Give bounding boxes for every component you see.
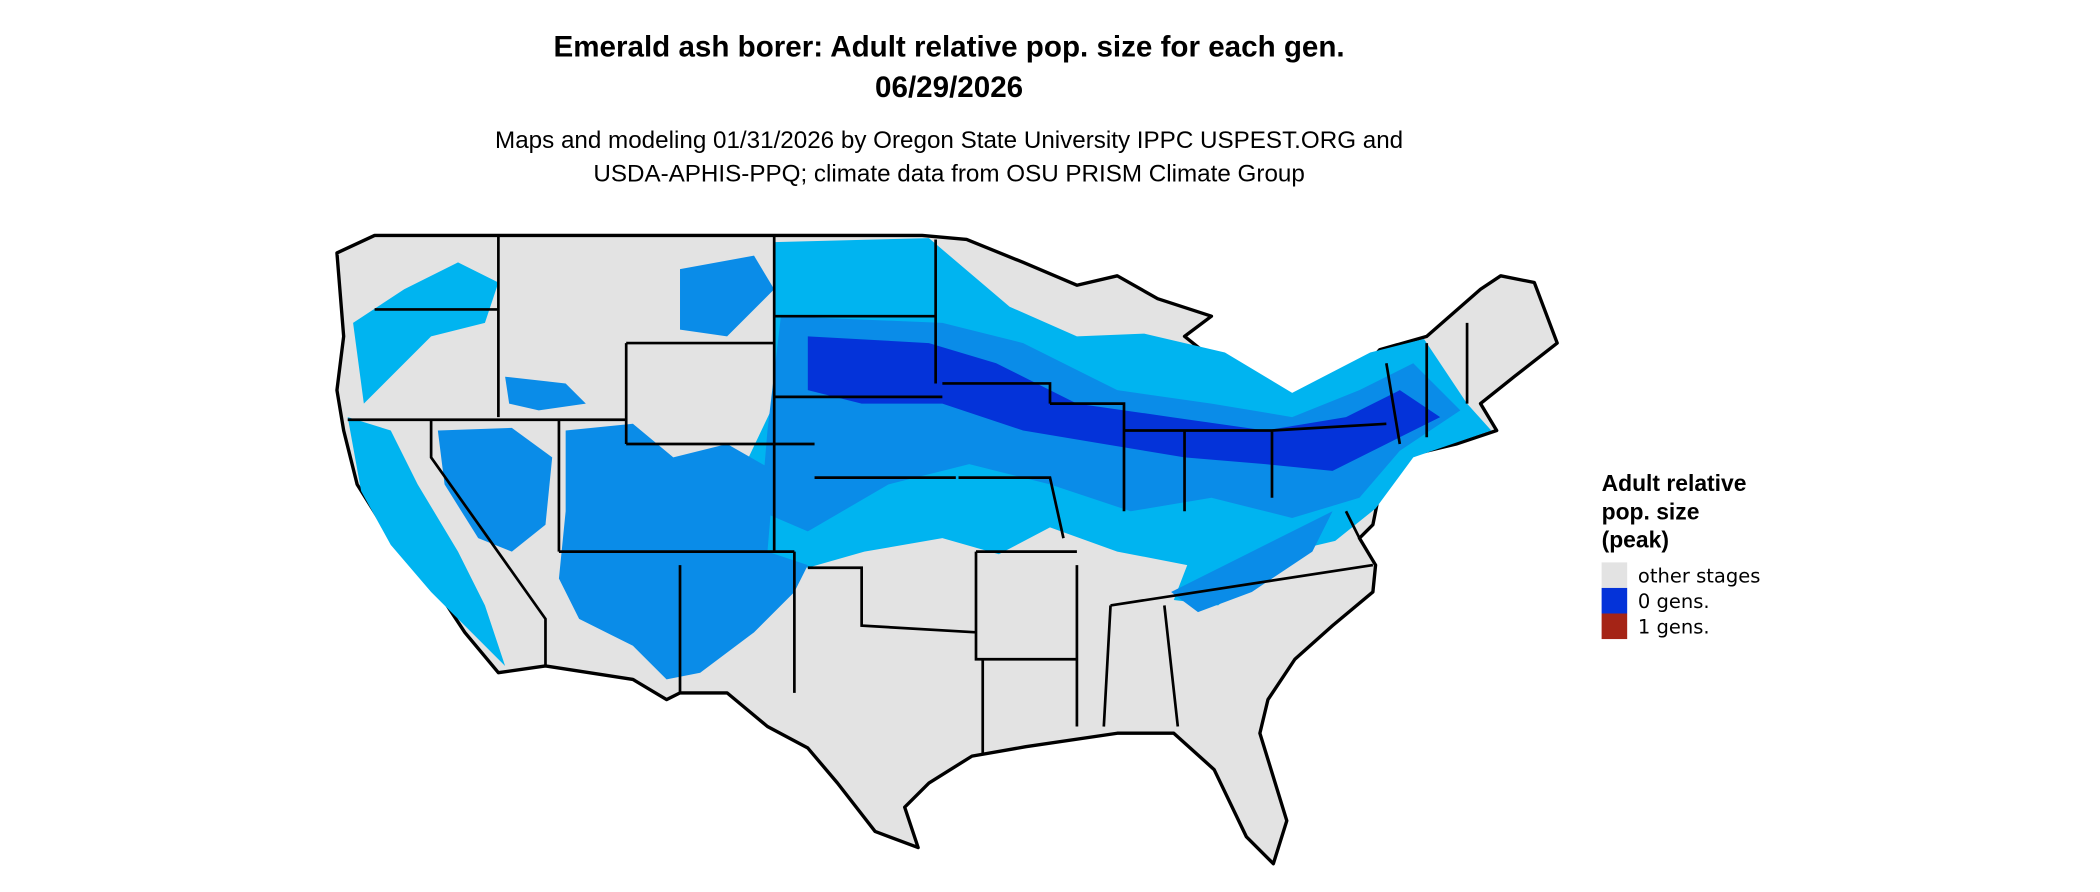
legend-title-line-1: Adult relative [1602,470,1747,496]
title-line-2: 06/29/2026 [875,71,1023,104]
state-borders [347,235,1469,754]
subtitle-line-1: Maps and modeling 01/31/2026 by Oregon S… [495,127,1403,154]
region-dark-blue [807,336,1441,471]
title-line-1: Emerald ash borer: Adult relative pop. s… [554,31,1345,64]
region-blue-california [347,417,506,666]
us-map [335,233,1559,866]
legend-label-0-gens: 0 gens. [1638,590,1710,613]
region-blue-appalachia [1171,511,1333,613]
legend-title-line-3: (peak) [1602,527,1669,553]
subtitle-line-2: USDA-APHIS-PPQ; climate data from OSU PR… [593,161,1304,188]
legend-title-line-2: pop. size [1602,498,1700,524]
legend-label-other-stages: other stages [1638,565,1760,588]
legend: Adult relative pop. size (peak) other st… [1601,470,1760,640]
legend-label-1-gens: 1 gens. [1638,616,1710,639]
region-blue-pacific-nw [353,262,499,404]
region-blue-nevada [437,427,553,552]
legend-swatch-other-stages [1601,562,1628,588]
legend-swatch-1-gens [1601,613,1628,640]
legend-swatch-0-gens [1601,587,1628,614]
region-blue-idaho-wyoming [505,255,775,411]
